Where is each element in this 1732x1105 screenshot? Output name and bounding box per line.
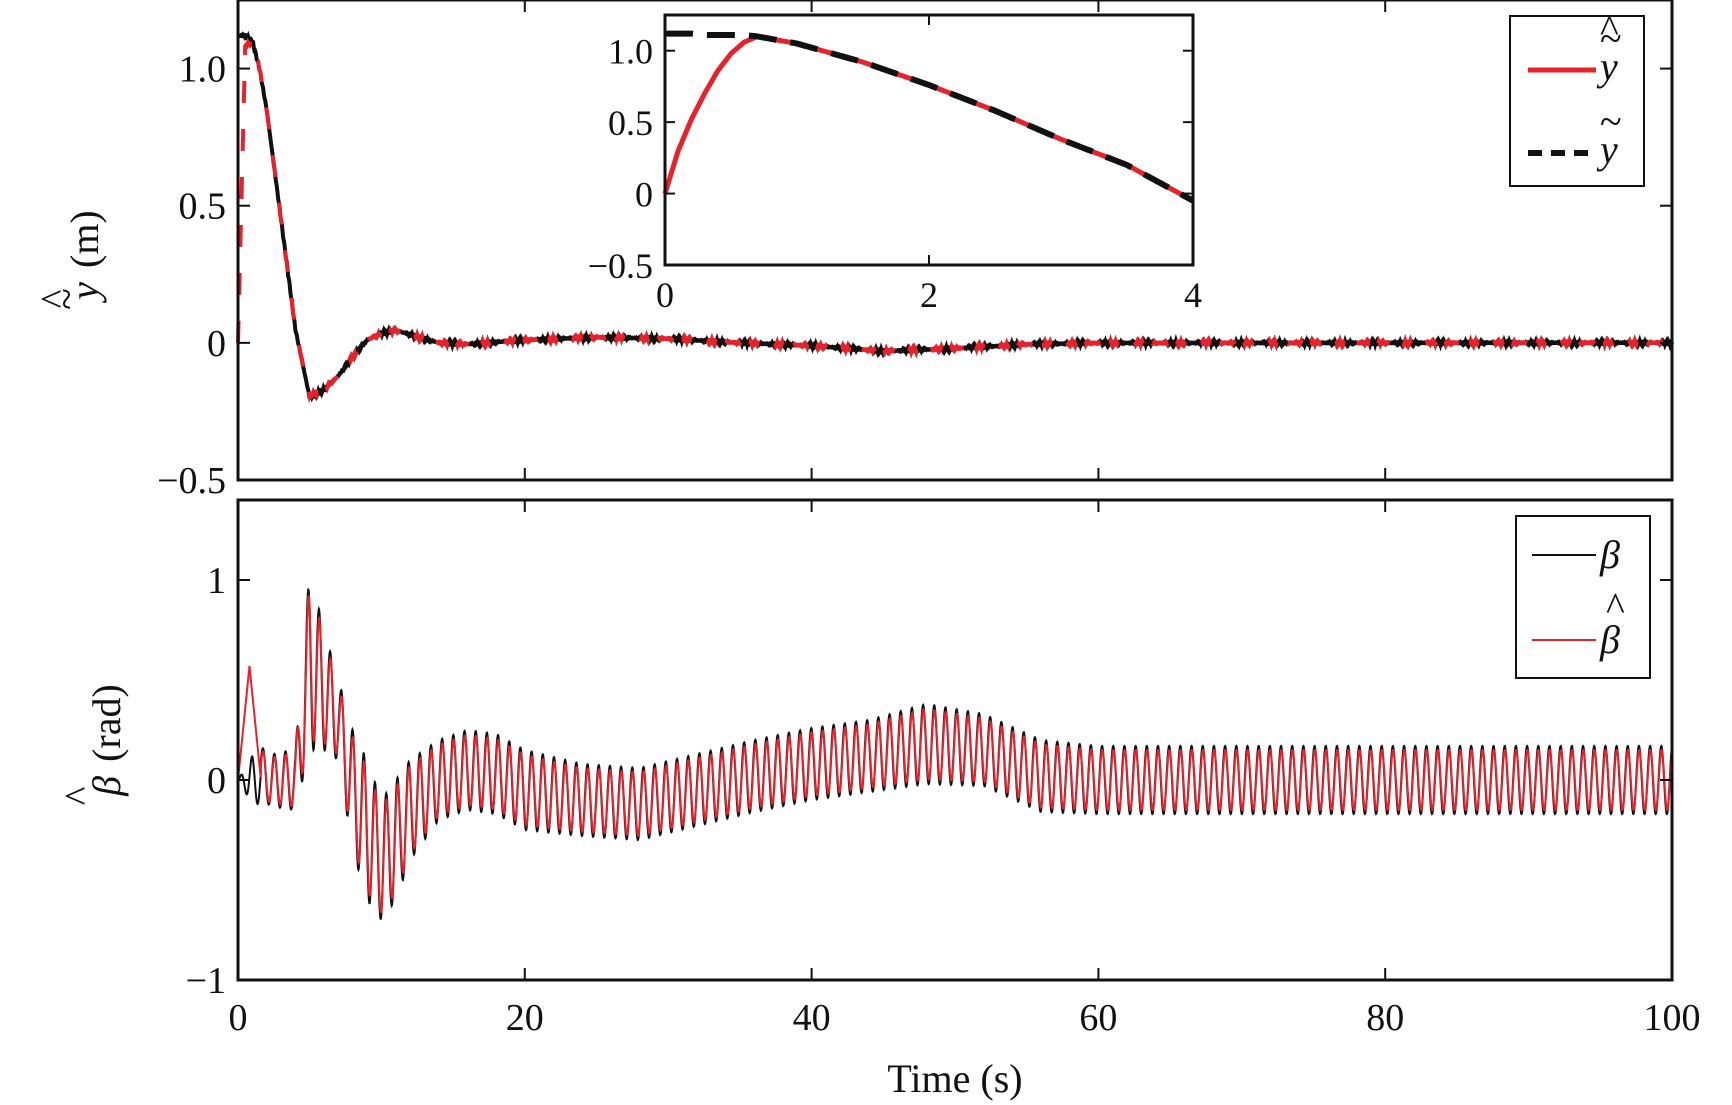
bottom-legend: β β ^: [1515, 515, 1651, 679]
bottom-xtick-label: 20: [506, 997, 544, 1039]
legend-y-hat-label: y: [1596, 44, 1618, 89]
series-y-hat: [236, 37, 1674, 404]
inset-background: [665, 15, 1193, 265]
svg-text:β (rad): β (rad): [84, 684, 129, 797]
inset-ytick-label: 0.5: [608, 103, 653, 143]
bottom-ylabel-unit: (rad): [84, 684, 129, 762]
inset-xtick-label: 4: [1184, 275, 1202, 315]
top-ytick-label: −0.5: [157, 460, 226, 502]
inset-ytick-label: 0: [635, 175, 653, 215]
top-legend-box: [1509, 15, 1645, 187]
top-plot-frame: [236, 0, 1674, 482]
top-ticks-group: 1.00.50−0.5: [157, 0, 1673, 502]
top-ylabel-var: y: [62, 282, 107, 304]
bottom-xtick-label: 80: [1366, 997, 1404, 1039]
top-ytick-label: 0: [207, 323, 226, 365]
bottom-y-axis-label: β (rad) ^: [56, 684, 129, 805]
bottom-ytick-label: −1: [186, 960, 226, 1002]
bottom-ticks-group: 10−10 20 40 60 80 100: [186, 500, 1701, 1039]
top-ylabel-tilde-mark: ~: [44, 288, 89, 310]
top-series-group: [236, 30, 1674, 404]
legend-y-tilde-mark: ~: [1600, 99, 1622, 144]
inset-series-group: [662, 30, 1195, 204]
legend-y-tilde-label: y: [1596, 127, 1618, 172]
inset-xtick-label: 2: [920, 275, 938, 315]
legend-y-hat-hat-mark: ^: [1600, 6, 1619, 51]
bottom-xtick-label: 60: [1079, 997, 1117, 1039]
legend-beta-label: β: [1599, 532, 1620, 577]
top-ytick-label: 1.0: [179, 49, 227, 91]
bottom-plot-frame: [236, 498, 1674, 982]
inset-ytick-label: 1.0: [608, 32, 653, 72]
top-ytick-label: 0.5: [179, 186, 227, 228]
bottom-xtick-label: 40: [793, 997, 831, 1039]
bottom-ytick-label: 1: [207, 560, 226, 602]
bottom-x-axis-label: Time (s): [887, 1056, 1022, 1101]
bottom-xtick-label: 0: [229, 997, 248, 1039]
inset-xtick-label: 0: [656, 275, 674, 315]
top-panel: 1.00.50−0.5 y (m) ^ ~ y ^ ~ y ~: [32, 0, 1674, 502]
bottom-ytick-label: 0: [207, 760, 226, 802]
bottom-panel: 10−10 20 40 60 80 100 β (rad) ^ β β ^ Time (s…: [56, 498, 1701, 1101]
svg-text:y (m): y (m): [62, 210, 107, 304]
bottom-ylabel-var: β: [84, 776, 129, 797]
series-beta-hat: [237, 594, 1673, 913]
top-ylabel-hat-mark: ^: [32, 289, 77, 308]
inset-series-y-tilde: [665, 30, 1195, 204]
series-beta: [237, 587, 1673, 920]
top-legend: y ^ ~ y ~: [1509, 6, 1645, 187]
inset-panel: 1.00.50−0.50 2 4: [588, 13, 1202, 315]
top-ylabel-unit: (m): [62, 210, 107, 268]
top-y-axis-label: y (m) ^ ~: [32, 210, 107, 310]
inset-ytick-label: −0.5: [588, 246, 653, 286]
legend-beta-hat-label: β: [1599, 617, 1620, 662]
bottom-xtick-label: 100: [1644, 997, 1701, 1039]
bottom-ylabel-hat-mark: ^: [56, 786, 101, 805]
inset-ticks-group: 1.00.50−0.50 2 4: [588, 15, 1202, 315]
legend-y-hat-tilde-mark: ~: [1600, 16, 1622, 61]
bottom-legend-box: [1515, 515, 1651, 679]
legend-beta-hat-mark: ^: [1606, 584, 1625, 629]
bottom-series-group: [237, 587, 1673, 920]
